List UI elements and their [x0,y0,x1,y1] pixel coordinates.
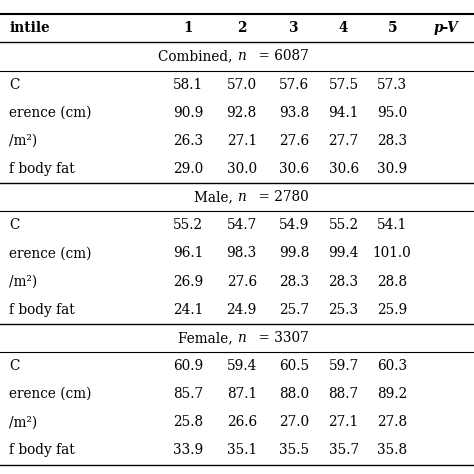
Text: erence (cm): erence (cm) [9,106,92,120]
Text: 55.2: 55.2 [328,219,359,232]
Text: 90.9: 90.9 [173,106,204,120]
Text: 24.1: 24.1 [173,303,203,317]
Text: 28.3: 28.3 [279,274,309,289]
Text: 2: 2 [237,21,246,35]
Text: 58.1: 58.1 [173,78,203,91]
Text: 30.6: 30.6 [328,162,359,176]
Text: 30.0: 30.0 [227,162,257,176]
Text: 87.1: 87.1 [227,387,257,401]
Text: 27.7: 27.7 [328,134,359,148]
Text: 60.9: 60.9 [173,359,203,373]
Text: 59.4: 59.4 [227,359,257,373]
Text: 57.0: 57.0 [227,78,257,91]
Text: 27.0: 27.0 [279,415,309,429]
Text: 95.0: 95.0 [377,106,407,120]
Text: 94.1: 94.1 [328,106,359,120]
Text: 92.8: 92.8 [227,106,257,120]
Text: 29.0: 29.0 [173,162,203,176]
Text: 54.7: 54.7 [227,219,257,232]
Text: 3: 3 [289,21,299,35]
Text: 5: 5 [387,21,397,35]
Text: n: n [237,49,246,64]
Text: 85.7: 85.7 [173,387,203,401]
Text: n: n [237,331,246,345]
Text: /m²): /m²) [9,134,38,148]
Text: 96.1: 96.1 [173,246,203,260]
Text: 30.6: 30.6 [279,162,309,176]
Text: 59.7: 59.7 [328,359,359,373]
Text: 27.8: 27.8 [377,415,407,429]
Text: 27.6: 27.6 [227,274,257,289]
Text: 28.8: 28.8 [377,274,407,289]
Text: 35.8: 35.8 [377,444,407,457]
Text: 25.3: 25.3 [328,303,359,317]
Text: /m²): /m²) [9,415,38,429]
Text: /m²): /m²) [9,274,38,289]
Text: 4: 4 [339,21,348,35]
Text: C: C [9,78,20,91]
Text: 57.6: 57.6 [279,78,309,91]
Text: 35.7: 35.7 [328,444,359,457]
Text: 28.3: 28.3 [328,274,359,289]
Text: 27.1: 27.1 [227,134,257,148]
Text: 54.1: 54.1 [377,219,407,232]
Text: p-V: p-V [433,21,458,35]
Text: 98.3: 98.3 [227,246,257,260]
Text: C: C [9,219,20,232]
Text: 24.9: 24.9 [227,303,257,317]
Text: 25.9: 25.9 [377,303,407,317]
Text: intile: intile [9,21,50,35]
Text: f body fat: f body fat [9,303,75,317]
Text: 35.1: 35.1 [227,444,257,457]
Text: n: n [237,190,246,204]
Text: 25.8: 25.8 [173,415,203,429]
Text: 27.6: 27.6 [279,134,309,148]
Text: Combined,: Combined, [158,49,237,64]
Text: 99.8: 99.8 [279,246,309,260]
Text: 88.0: 88.0 [279,387,309,401]
Text: 88.7: 88.7 [328,387,359,401]
Text: 26.6: 26.6 [227,415,257,429]
Text: 27.1: 27.1 [328,415,359,429]
Text: 25.7: 25.7 [279,303,309,317]
Text: 55.2: 55.2 [173,219,203,232]
Text: 26.3: 26.3 [173,134,203,148]
Text: erence (cm): erence (cm) [9,246,92,260]
Text: 60.3: 60.3 [377,359,407,373]
Text: erence (cm): erence (cm) [9,387,92,401]
Text: = 3307: = 3307 [254,331,309,345]
Text: f body fat: f body fat [9,444,75,457]
Text: = 6087: = 6087 [254,49,309,64]
Text: 60.5: 60.5 [279,359,309,373]
Text: Female,: Female, [178,331,237,345]
Text: = 2780: = 2780 [254,190,309,204]
Text: 30.9: 30.9 [377,162,407,176]
Text: 35.5: 35.5 [279,444,309,457]
Text: 99.4: 99.4 [328,246,359,260]
Text: 33.9: 33.9 [173,444,203,457]
Text: 57.3: 57.3 [377,78,407,91]
Text: 28.3: 28.3 [377,134,407,148]
Text: Male,: Male, [194,190,237,204]
Text: f body fat: f body fat [9,162,75,176]
Text: 54.9: 54.9 [279,219,309,232]
Text: 93.8: 93.8 [279,106,309,120]
Text: 57.5: 57.5 [328,78,359,91]
Text: C: C [9,359,20,373]
Text: 101.0: 101.0 [373,246,411,260]
Text: 1: 1 [183,21,193,35]
Text: 89.2: 89.2 [377,387,407,401]
Text: 26.9: 26.9 [173,274,203,289]
